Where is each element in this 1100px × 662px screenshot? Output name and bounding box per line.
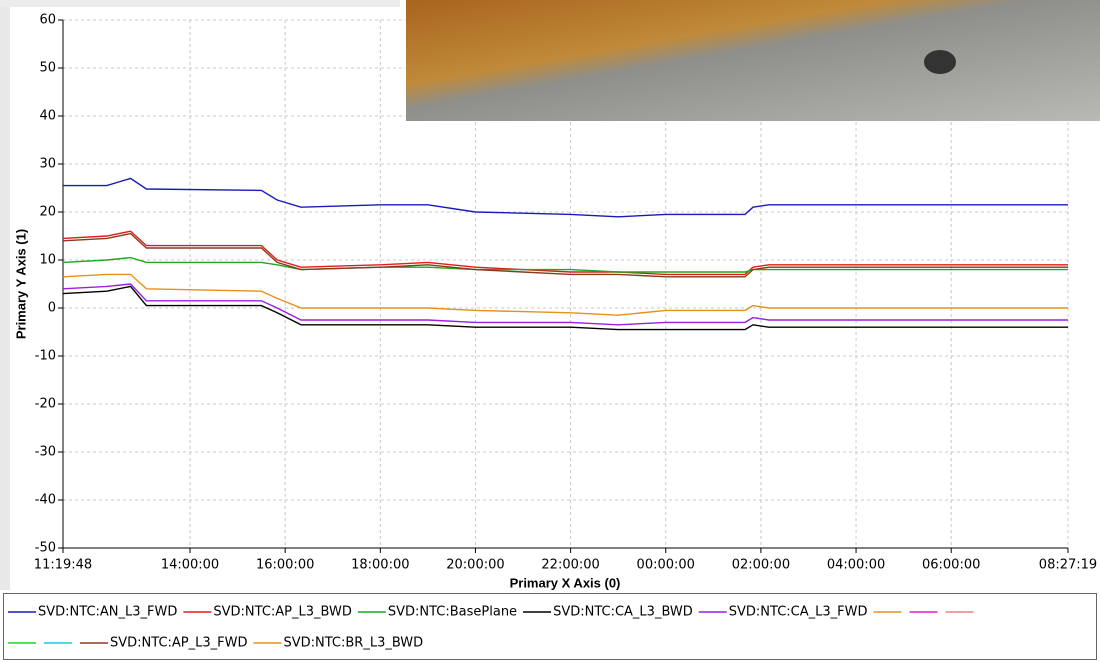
x-axis-label: Primary X Axis (0) (510, 575, 621, 590)
series-line (63, 234, 1068, 277)
x-tick-label: 11:19:48 (34, 558, 92, 573)
x-tick-label: 08:27:19 (1039, 558, 1097, 573)
x-tick-label: 04:00:00 (827, 558, 885, 573)
legend-label: SVD:NTC:AN_L3_FWD (38, 605, 177, 620)
page: {"chart_data": {"type": "line", "x_label… (0, 0, 1100, 662)
x-tick-label: 18:00:00 (351, 558, 409, 573)
y-tick-label: 0 (48, 301, 56, 316)
side-strip (0, 0, 10, 590)
y-tick-label: 60 (39, 13, 56, 28)
legend-label: SVD:NTC:CA_L3_FWD (729, 605, 868, 620)
x-tick-label: 20:00:00 (446, 558, 504, 573)
legend-label: SVD:NTC:BR_L3_BWD (283, 636, 423, 651)
legend-label: SVD:NTC:AP_L3_FWD (110, 636, 247, 651)
x-tick-label: 14:00:00 (161, 558, 219, 573)
chart: -50 -40 -30 -20 -10 0 10 20 30 40 50 60 11:19:48 14:0… (0, 0, 1100, 662)
y-tick-label: 40 (39, 109, 56, 124)
y-axis-label: Primary Y Axis (1) (13, 229, 28, 339)
y-tick-label: -10 (35, 349, 56, 364)
x-tick-label: 22:00:00 (541, 558, 599, 573)
y-tick-label: -50 (35, 541, 56, 556)
legend-label: SVD:NTC:BasePlane (388, 605, 517, 620)
y-tick-label: -20 (35, 397, 56, 412)
x-tick-label: 16:00:00 (256, 558, 314, 573)
series-line (63, 231, 1068, 274)
y-tick-label: -40 (35, 493, 56, 508)
legend-label: SVD:NTC:AP_L3_BWD (213, 605, 351, 620)
y-tick-label: -30 (35, 445, 56, 460)
photo-overlay (406, 0, 1100, 121)
series-line (63, 274, 1068, 315)
x-tick-label: 06:00:00 (922, 558, 980, 573)
series-line (63, 178, 1068, 216)
top-strip (0, 0, 400, 7)
y-tick-label: 30 (39, 157, 56, 172)
y-tick-label: 10 (39, 253, 56, 268)
y-tick-label: 20 (39, 205, 56, 220)
y-tick-label: 50 (39, 61, 56, 76)
photo-hole (924, 50, 956, 74)
legend-label: SVD:NTC:CA_L3_BWD (553, 605, 693, 620)
x-tick-label: 00:00:00 (637, 558, 695, 573)
x-tick-label: 02:00:00 (732, 558, 790, 573)
